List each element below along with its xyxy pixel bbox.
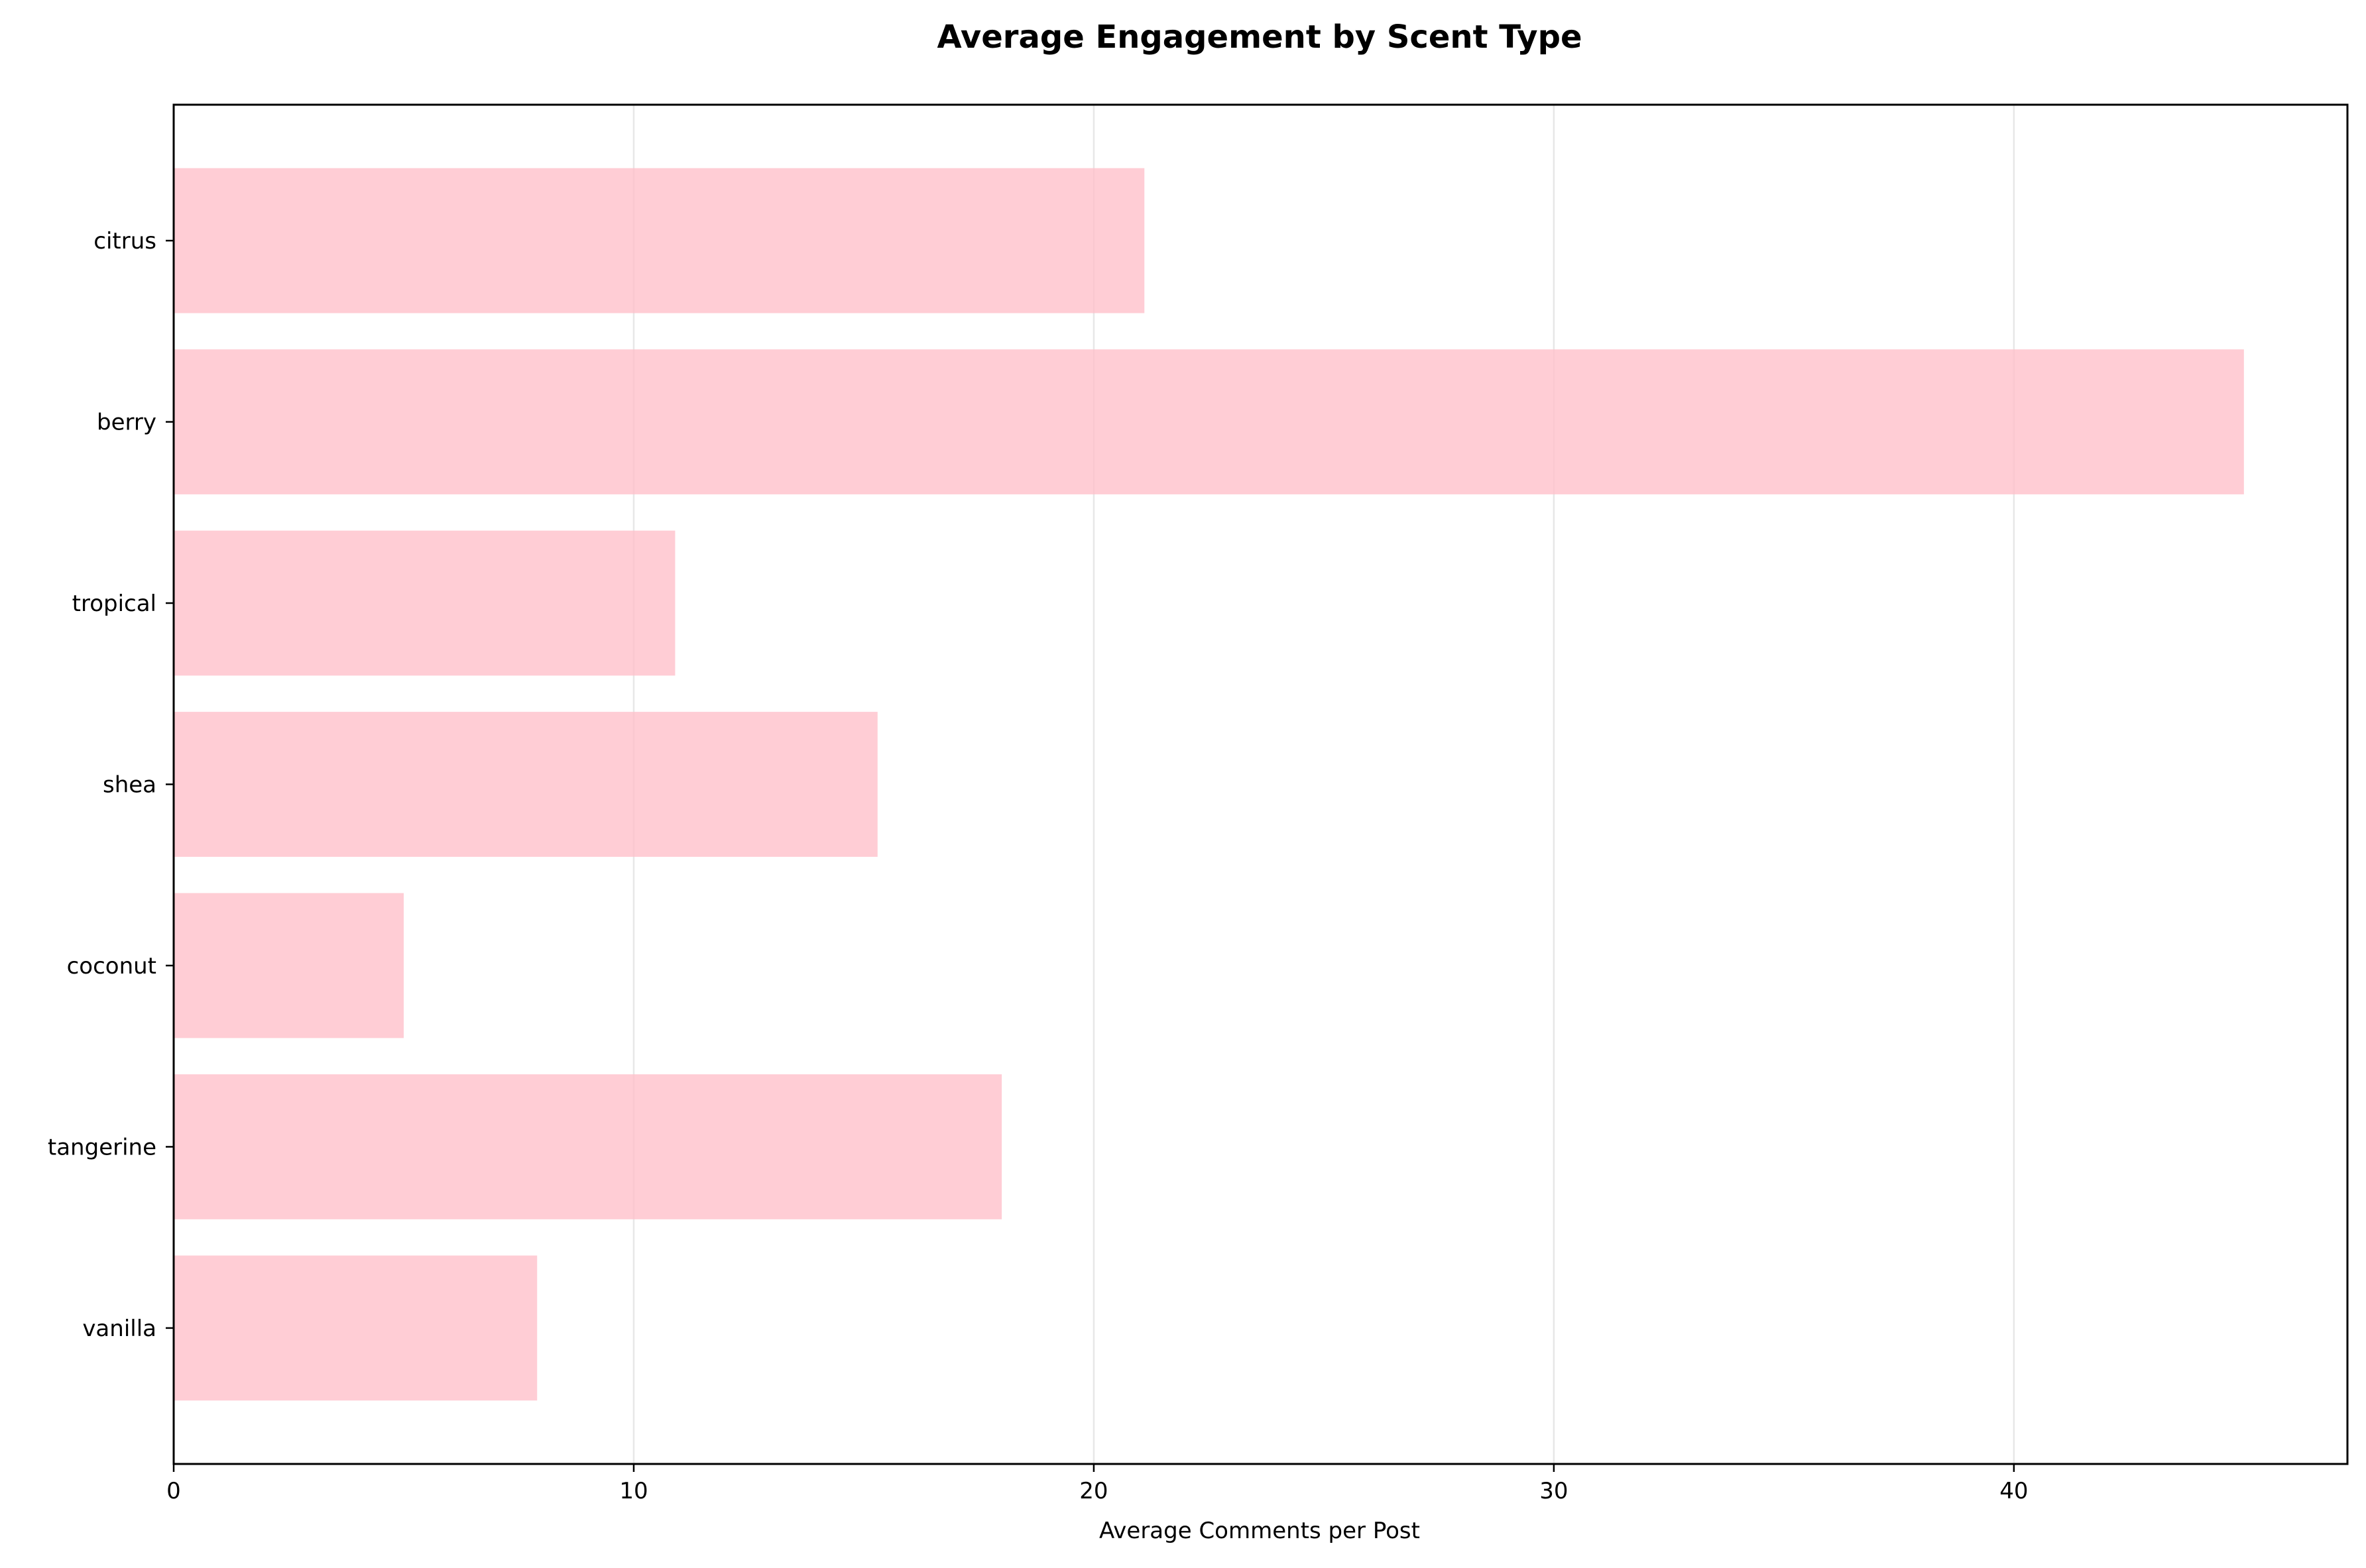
chart-title: Average Engagement by Scent Type (937, 19, 1582, 56)
y-tick-label-tropical: tropical (72, 590, 156, 617)
x-tick-label: 30 (1539, 1478, 1568, 1504)
x-axis-label: Average Comments per Post (1099, 1518, 1420, 1544)
y-tick-label-coconut: coconut (67, 953, 156, 980)
bar-vanilla (174, 1255, 538, 1401)
x-ticks: 0 10 20 30 40 (166, 1464, 2029, 1504)
bars (174, 168, 2244, 1401)
y-ticks: citrus berry tropical shea coconut tangerine v… (48, 228, 174, 1342)
bar-shea (174, 712, 878, 857)
bar-coconut (174, 893, 404, 1038)
y-tick-label-vanilla: vanilla (82, 1316, 156, 1342)
bar-citrus (174, 168, 1145, 313)
y-tick-label-tangerine: tangerine (48, 1134, 156, 1160)
x-tick-label: 0 (166, 1478, 181, 1504)
y-tick-label-shea: shea (103, 772, 156, 799)
x-tick-label: 40 (1999, 1478, 2028, 1504)
x-tick-label: 20 (1079, 1478, 1108, 1504)
y-tick-label-citrus: citrus (93, 228, 156, 254)
y-tick-label-berry: berry (97, 410, 156, 436)
x-tick-label: 10 (619, 1478, 648, 1504)
bar-tangerine (174, 1074, 1002, 1219)
bar-berry (174, 349, 2244, 494)
bar-tropical (174, 530, 676, 676)
